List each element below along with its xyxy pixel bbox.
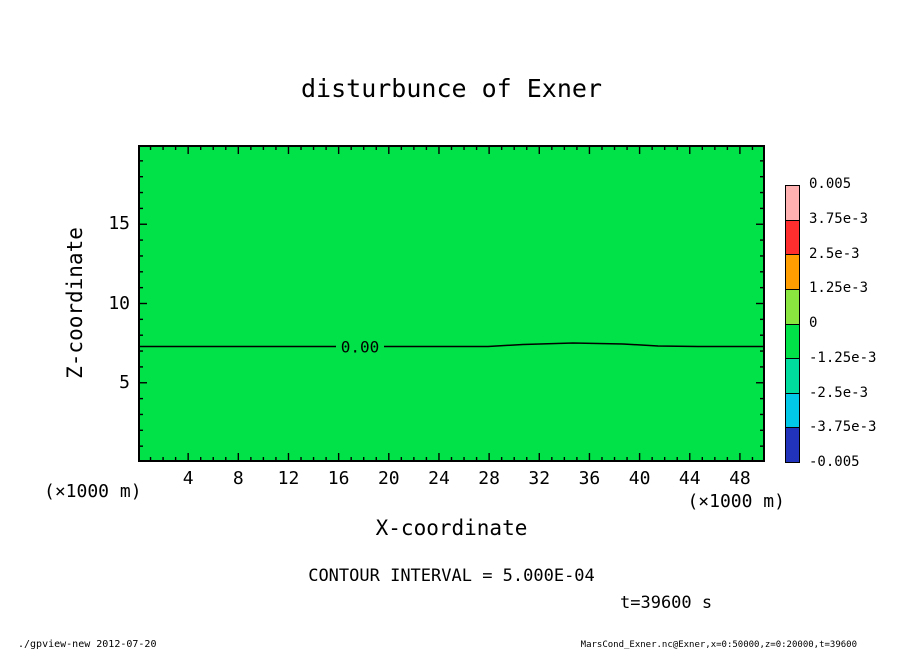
x-tick-label: 32 [528, 468, 551, 489]
x-axis-tick-labels: 4 8 12 16 20 24 28 32 36 40 44 48 [138, 468, 765, 490]
colorbar [785, 185, 800, 463]
footer-command-text: ./gpview-new 2012-07-20 [18, 639, 157, 650]
plot-frame [138, 145, 765, 462]
footer-source-text: MarsCond_Exner.nc@Exner,x=0:50000,z=0:20… [580, 640, 857, 650]
colorbar-tick-label: 1.25e-3 [809, 280, 869, 297]
y-axis-unit: (×1000 m) [44, 481, 142, 502]
x-tick-label: 24 [428, 468, 450, 489]
colorbar-tick-label: -1.25e-3 [809, 349, 877, 366]
colorbar-segment [785, 255, 800, 290]
x-tick-label: 48 [729, 468, 751, 489]
time-annotation: t=39600 s [620, 593, 713, 613]
colorbar-tick-label: -2.5e-3 [809, 384, 869, 401]
x-tick-label: 40 [628, 468, 651, 489]
colorbar-tick-label: 0.005 [809, 176, 852, 192]
contour-label: 0.00 [341, 338, 380, 357]
y-axis-tick-labels: 5 10 15 [88, 145, 130, 462]
zero-contour-line [138, 342, 765, 348]
x-tick-label: 8 [232, 468, 244, 489]
y-axis-label: Z-coordinate [63, 227, 87, 379]
y-tick-label: 15 [108, 213, 130, 235]
plot-area: 0.00 [138, 145, 765, 462]
x-axis-unit: (×1000 m) [687, 491, 785, 512]
colorbar-segment [785, 185, 800, 221]
plot-canvas: 0.00 [138, 145, 765, 462]
colorbar-tick-label: -0.005 [809, 454, 860, 470]
colorbar-segment [785, 289, 800, 325]
colorbar-tick-label: 2.5e-3 [809, 245, 860, 262]
x-tick-label: 12 [277, 468, 300, 489]
colorbar-segment [785, 324, 800, 360]
x-tick-label: 20 [377, 468, 400, 489]
colorbar-tick-label: 0 [809, 315, 818, 331]
colorbar-segment [785, 428, 800, 463]
x-tick-label: 36 [578, 468, 601, 489]
x-tick-label: 28 [478, 468, 500, 489]
x-axis-label: X-coordinate [375, 516, 528, 540]
x-tick-label: 44 [678, 468, 701, 489]
colorbar-tick-label: 3.75e-3 [809, 210, 869, 227]
x-tick-label: 16 [327, 468, 350, 489]
contour-interval-note: CONTOUR INTERVAL = 5.000E-04 [308, 566, 595, 586]
colorbar-segment [785, 220, 800, 256]
y-tick-label: 10 [108, 292, 130, 314]
colorbar-segment [785, 359, 800, 394]
colorbar-tick-label: -3.75e-3 [809, 419, 877, 436]
x-tick-label: 4 [182, 468, 194, 489]
chart-title: disturbunce of Exner [300, 74, 603, 103]
y-tick-label: 5 [119, 371, 130, 393]
colorbar-segment [785, 393, 800, 429]
